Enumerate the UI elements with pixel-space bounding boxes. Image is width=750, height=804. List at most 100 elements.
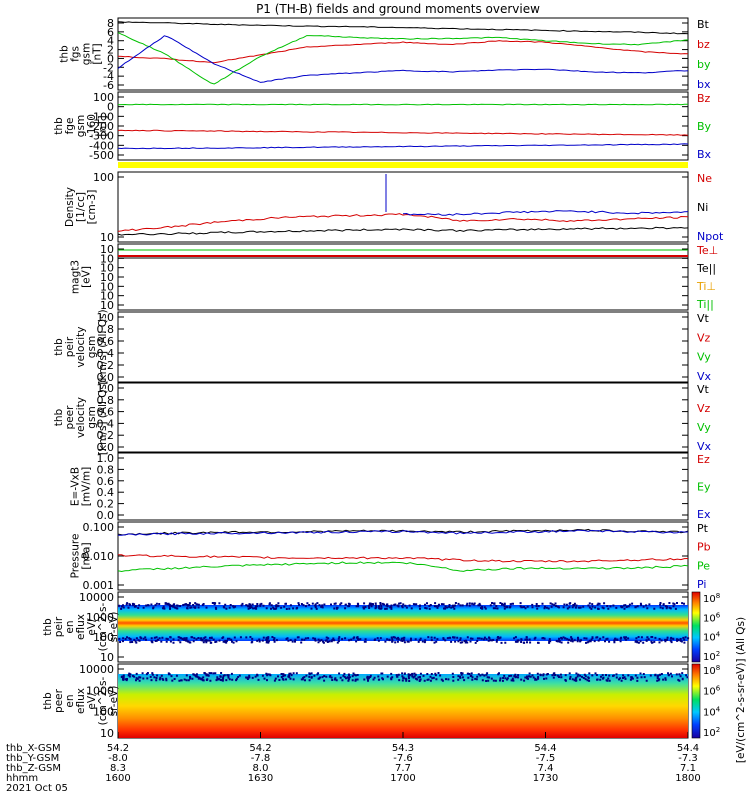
x-row-label: thb_Z-GSM — [6, 763, 61, 774]
x-tick-label: 54.4 — [677, 743, 699, 754]
colorbar-tick: 104 — [703, 631, 721, 644]
panel-frame-efield — [117, 452, 689, 521]
y-axis-label: thb — [53, 408, 65, 426]
y-axis-label: Density — [64, 187, 76, 227]
peer-spectrogram — [118, 674, 688, 738]
legend-Vt: Vt — [697, 312, 710, 325]
y-axis-label: fge — [64, 118, 76, 135]
colorbar-tick: 102 — [703, 650, 720, 663]
y-tick-label: 10000 — [79, 663, 114, 676]
colorbar-tick: 108 — [703, 664, 720, 677]
legend-Pe: Pe — [697, 559, 710, 572]
x-row-label: 2021 Oct 05 — [6, 783, 68, 794]
y-tick-label: 10 — [100, 231, 114, 244]
legend-Ni: Ni — [697, 201, 708, 214]
panel-frame-peer_vel — [117, 382, 689, 453]
y-axis-label: [eV] — [81, 266, 93, 288]
y-axis-label: [km/s] (All Qs) — [97, 380, 109, 455]
x-tick-label: -7.3 — [678, 753, 698, 764]
x-tick-label: 8.0 — [253, 763, 269, 774]
legend-Npot: Npot — [697, 230, 724, 243]
y-axis-label: [nT] — [97, 115, 109, 136]
y-tick-label: 10 — [100, 651, 114, 664]
series-Pe — [117, 561, 689, 573]
series-Bz — [117, 129, 689, 136]
y-axis-label: E=-VxB — [70, 467, 82, 506]
y-tick-label: 10 — [100, 243, 114, 256]
legend-Te||: Te|| — [696, 262, 716, 275]
y-tick-label: 1.0 — [97, 382, 115, 395]
y-tick-label: -200 — [89, 120, 114, 133]
y-axis-label: (cm^2-s- — [97, 676, 109, 725]
x-tick-label: 7.1 — [680, 763, 696, 774]
legend-Vy: Vy — [697, 351, 711, 364]
x-tick-label: 7.7 — [395, 763, 411, 774]
y-axis-label: -160 — [86, 114, 98, 138]
y-tick-label: 10000 — [79, 591, 114, 604]
y-tick-label: 0.8 — [97, 323, 115, 336]
x-tick-label: -7.8 — [251, 753, 271, 764]
y-tick-label: 0.6 — [97, 406, 115, 419]
legend-Bz: Bz — [697, 92, 711, 105]
y-tick-label: 0.010 — [83, 550, 115, 563]
legend-Bt: Bt — [697, 18, 710, 31]
y-axis-label: [cm-3] — [86, 190, 98, 225]
x-tick-label: 1600 — [105, 773, 130, 784]
y-axis-label: sr-eV) — [108, 686, 120, 717]
y-tick-label: 0.100 — [83, 521, 115, 534]
legend-Vz: Vz — [697, 331, 711, 344]
y-axis-label: eV/ — [86, 692, 98, 710]
legend-Ne: Ne — [697, 172, 712, 185]
y-tick-label: 8 — [107, 17, 114, 30]
y-axis-label: thb — [53, 117, 65, 135]
y-tick-label: 2 — [107, 44, 114, 57]
x-tick-label: 1730 — [533, 773, 558, 784]
series-Ne — [117, 213, 689, 232]
y-axis-label: thb — [42, 618, 54, 636]
series-Pi — [117, 529, 689, 536]
y-tick-label: 4 — [107, 35, 114, 48]
y-tick-label: 10 — [100, 727, 114, 740]
x-row-label: thb_Y-GSM — [6, 753, 59, 764]
legend-by: by — [697, 58, 711, 71]
y-tick-label: 0 — [107, 52, 114, 65]
y-tick-label: 0.6 — [97, 335, 115, 348]
y-tick-label: 10 — [100, 252, 114, 265]
y-tick-label: 0.2 — [97, 429, 115, 442]
y-tick-label: 1.0 — [97, 452, 115, 465]
y-tick-label: 10 — [100, 262, 114, 275]
y-axis-label: thb — [53, 338, 65, 356]
y-tick-label: 0.8 — [97, 394, 115, 407]
plot-title: P1 (TH-B) fields and ground moments over… — [256, 2, 540, 16]
series-By — [117, 103, 688, 106]
legend-Pb: Pb — [697, 541, 711, 554]
x-tick-label: 54.4 — [534, 743, 556, 754]
x-tick-label: 8.3 — [110, 763, 126, 774]
legend-Ex: Ex — [697, 508, 711, 521]
colorbar — [691, 591, 701, 663]
y-tick-label: 10 — [100, 290, 114, 303]
y-axis-label: [mV/m] — [81, 467, 93, 506]
y-axis-label: thb — [59, 45, 71, 63]
y-axis-label: [nPa] — [81, 542, 93, 569]
legend-Ti||: Ti|| — [696, 298, 714, 311]
y-axis-label: [1/cc] — [75, 192, 87, 222]
legend-Vy: Vy — [697, 421, 711, 434]
legend-bz: bz — [697, 38, 710, 51]
x-tick-label: -7.6 — [393, 753, 413, 764]
x-tick-label: 1700 — [390, 773, 415, 784]
y-tick-label: 100 — [93, 91, 114, 104]
y-axis-label: peer — [53, 688, 65, 713]
x-tick-label: 54.2 — [249, 743, 271, 754]
y-axis-label: fgs — [70, 46, 82, 62]
x-tick-label: 7.4 — [538, 763, 554, 774]
y-tick-label: -400 — [89, 139, 114, 152]
series-Npot — [402, 210, 689, 216]
y-axis-label: eV/ — [86, 618, 98, 636]
colorbar-label: [eV/(cm^2-s-sr-eV)] (All Qs) — [735, 617, 747, 763]
y-axis-label: Pressure — [70, 534, 82, 579]
x-tick-label: 1630 — [248, 773, 273, 784]
legend-Vx: Vx — [697, 440, 712, 453]
y-tick-label: 100 — [93, 171, 114, 184]
